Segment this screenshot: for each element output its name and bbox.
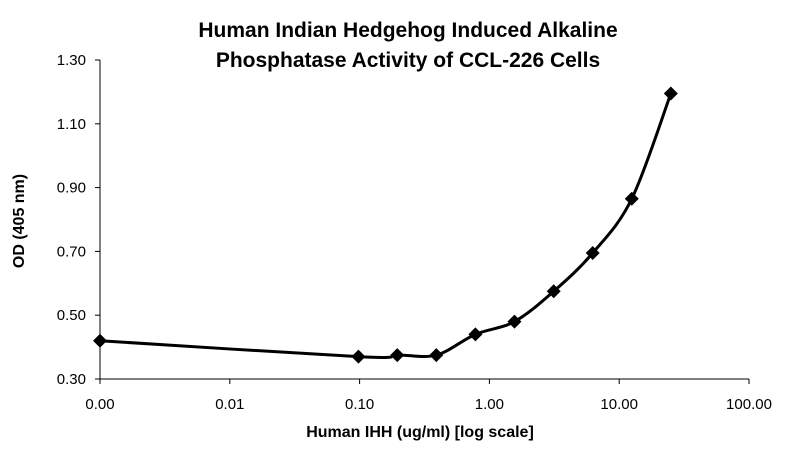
data-point-marker <box>585 245 600 260</box>
series-line <box>99 92 673 359</box>
y-tick-label: 0.30 <box>57 371 86 388</box>
data-point-marker <box>351 349 366 364</box>
data-point-marker <box>546 284 561 299</box>
x-tick-label: 10.00 <box>600 396 638 413</box>
x-axis-label: Human IHH (ug/ml) [log scale] <box>306 424 534 441</box>
data-point-marker <box>93 333 107 348</box>
y-tick-labels: 0.30 0.50 0.70 0.90 1.10 1.30 <box>57 52 86 388</box>
data-point-marker <box>507 314 522 329</box>
y-tick-label: 0.90 <box>57 180 86 197</box>
y-tick-label: 0.70 <box>57 243 86 260</box>
data-point-marker <box>390 348 405 363</box>
x-tick-label: 0.00 <box>85 396 114 413</box>
series-group <box>93 86 678 364</box>
x-tick-labels: 0.00 0.01 0.10 1.00 10.00 100.00 <box>85 396 772 413</box>
data-point-marker <box>624 191 639 206</box>
chart-title-line-1: Human Indian Hedgehog Induced Alkaline <box>198 19 617 42</box>
axes <box>95 59 750 384</box>
x-tick-label: 1.00 <box>475 396 504 413</box>
x-tick-label: 0.10 <box>345 396 374 413</box>
data-point-marker <box>663 86 678 101</box>
chart-title-line-2: Phosphatase Activity of CCL-226 Cells <box>216 49 600 72</box>
y-tick-label: 1.30 <box>57 52 86 69</box>
data-point-marker <box>468 327 483 342</box>
y-axis-label: OD (405 nm) <box>11 174 28 268</box>
x-tick-label: 0.01 <box>215 396 244 413</box>
y-tick-label: 0.50 <box>57 307 86 324</box>
data-point-marker <box>429 348 444 363</box>
y-tick-label: 1.10 <box>57 116 86 133</box>
x-tick-label: 100.00 <box>726 396 772 413</box>
